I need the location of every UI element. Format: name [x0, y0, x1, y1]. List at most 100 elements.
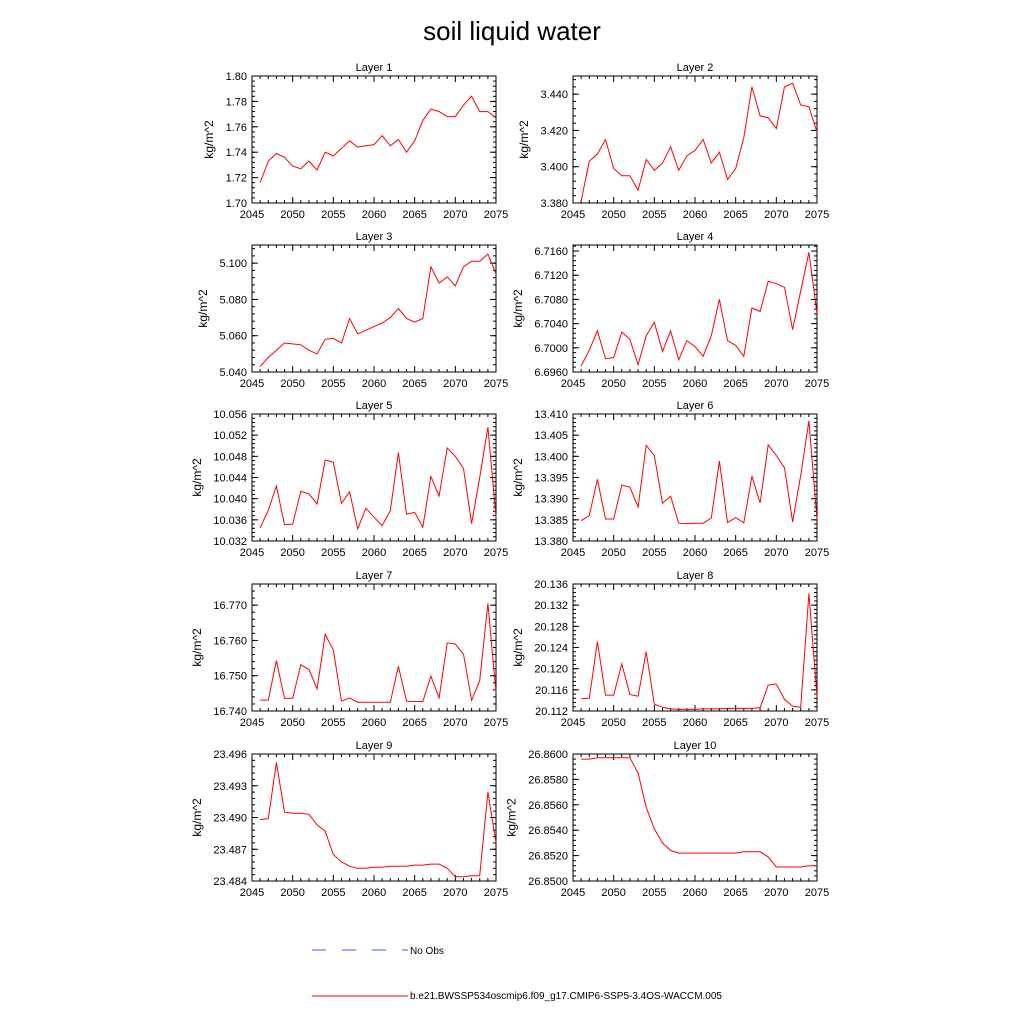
y-tick-label: 26.8600 — [528, 749, 568, 761]
y-axis-label: kg/m^2 — [511, 289, 525, 328]
x-tick-label: 2060 — [683, 378, 707, 390]
y-tick-label: 23.490 — [213, 813, 247, 825]
chart-panel-5: Layer 5 2045 2050 2055 2060 2065 2070 2075 10.03… — [190, 400, 508, 559]
y-tick-label: 1.78 — [226, 96, 247, 108]
y-axis-label: kg/m^2 — [511, 628, 525, 667]
chart-panel-3: Layer 3 2045 2050 2055 2060 2065 2070 2075 5.040… — [196, 231, 508, 390]
figure-title: soil liquid water — [423, 16, 601, 46]
x-tick-label: 2045 — [561, 717, 585, 729]
x-tick-label: 2065 — [723, 887, 747, 899]
panel-title: Layer 2 — [677, 62, 714, 74]
x-tick-label: 2070 — [443, 717, 467, 729]
y-tick-label: 5.080 — [219, 294, 247, 306]
x-tick-label: 2045 — [561, 378, 585, 390]
series-line — [260, 762, 497, 878]
y-tick-label: 3.420 — [540, 125, 568, 137]
x-tick-label: 2070 — [443, 887, 467, 899]
y-tick-label: 23.496 — [213, 749, 247, 761]
y-tick-label: 1.72 — [226, 173, 247, 185]
y-tick-label: 10.056 — [213, 409, 247, 421]
x-tick-label: 2055 — [321, 717, 345, 729]
y-tick-label: 6.7040 — [534, 319, 568, 331]
panel-title: Layer 8 — [677, 570, 714, 582]
x-tick-label: 2060 — [683, 717, 707, 729]
x-tick-label: 2045 — [240, 887, 264, 899]
x-tick-label: 2055 — [321, 887, 345, 899]
x-tick-label: 2070 — [443, 378, 467, 390]
x-tick-label: 2060 — [683, 209, 707, 221]
panel-title: Layer 10 — [674, 740, 717, 752]
y-tick-label: 20.116 — [535, 685, 568, 697]
y-tick-label: 20.136 — [534, 579, 568, 591]
x-tick-label: 2060 — [362, 547, 386, 559]
y-tick-label: 23.493 — [213, 781, 247, 793]
y-tick-label: 1.80 — [226, 71, 247, 83]
x-tick-label: 2075 — [484, 209, 508, 221]
x-tick-label: 2050 — [601, 717, 625, 729]
y-axis-label: kg/m^2 — [190, 628, 204, 667]
y-axis-label: kg/m^2 — [505, 798, 519, 837]
x-tick-label: 2050 — [601, 209, 625, 221]
chart-panel-4: Layer 4 2045 2050 2055 2060 2065 2070 2075 6.696… — [511, 231, 829, 390]
y-tick-label: 20.128 — [534, 621, 568, 633]
y-tick-label: 13.400 — [534, 451, 568, 463]
x-tick-label: 2075 — [805, 887, 829, 899]
x-tick-label: 2075 — [805, 717, 829, 729]
series-line — [259, 253, 497, 367]
panel-title: Layer 5 — [356, 400, 393, 412]
x-tick-label: 2050 — [280, 209, 304, 221]
y-tick-label: 10.052 — [213, 430, 247, 442]
x-tick-label: 2065 — [723, 209, 747, 221]
y-tick-label: 6.7080 — [534, 294, 568, 306]
x-tick-label: 2055 — [642, 717, 666, 729]
y-tick-label: 26.8500 — [528, 876, 568, 888]
x-tick-label: 2065 — [402, 378, 426, 390]
panel-title: Layer 7 — [356, 570, 393, 582]
y-axis-label: kg/m^2 — [202, 120, 216, 159]
panel-grid: Layer 1 2045 2050 2055 2060 2065 2070 2075 1.70 1… — [190, 62, 829, 899]
y-tick-label: 20.120 — [534, 664, 568, 676]
panel-title: Layer 6 — [677, 400, 714, 412]
legend-model-label: b.e21.BWSSP534oscmip6.f09_g17.CMIP6-SSP5… — [410, 991, 722, 1002]
x-tick-label: 2075 — [805, 209, 829, 221]
y-tick-label: 26.8520 — [528, 851, 568, 863]
y-tick-label: 20.132 — [534, 600, 568, 612]
y-tick-label: 20.124 — [534, 643, 568, 655]
y-tick-label: 13.385 — [534, 515, 568, 527]
y-axis-label: kg/m^2 — [517, 120, 531, 159]
x-tick-label: 2050 — [280, 887, 304, 899]
x-tick-label: 2060 — [362, 378, 386, 390]
y-tick-label: 16.760 — [213, 635, 247, 647]
x-tick-label: 2045 — [240, 717, 264, 729]
plot-frame — [251, 413, 497, 542]
y-axis-label: kg/m^2 — [190, 798, 204, 837]
legend-obs-label: No Obs — [410, 946, 444, 957]
y-tick-label: 10.044 — [213, 473, 247, 485]
x-tick-label: 2070 — [764, 547, 788, 559]
y-tick-label: 10.036 — [213, 515, 247, 527]
y-tick-label: 5.060 — [219, 331, 247, 343]
x-tick-label: 2075 — [484, 717, 508, 729]
panel-title: Layer 4 — [677, 231, 714, 243]
y-tick-label: 1.74 — [226, 147, 247, 159]
y-tick-label: 3.380 — [540, 198, 568, 210]
y-tick-label: 13.395 — [534, 473, 568, 485]
series-line — [581, 757, 817, 868]
x-tick-label: 2055 — [642, 887, 666, 899]
x-tick-label: 2060 — [362, 717, 386, 729]
y-tick-label: 26.8580 — [528, 774, 568, 786]
y-tick-label: 16.740 — [213, 706, 247, 718]
x-tick-label: 2075 — [484, 887, 508, 899]
x-tick-label: 2070 — [764, 209, 788, 221]
y-tick-label: 10.032 — [213, 536, 247, 548]
x-tick-label: 2070 — [443, 547, 467, 559]
chart-panel-10: Layer 10 2045 2050 2055 2060 2065 2070 2075 26.8… — [505, 740, 830, 899]
series-line — [580, 82, 818, 202]
x-tick-label: 2065 — [402, 887, 426, 899]
series-line — [581, 593, 818, 710]
x-tick-label: 2065 — [402, 209, 426, 221]
y-tick-label: 5.040 — [219, 367, 247, 379]
chart-panel-9: Layer 9 2045 2050 2055 2060 2065 2070 2075 23.48… — [190, 740, 508, 899]
y-tick-label: 6.7160 — [534, 246, 568, 258]
y-tick-label: 13.405 — [534, 430, 568, 442]
